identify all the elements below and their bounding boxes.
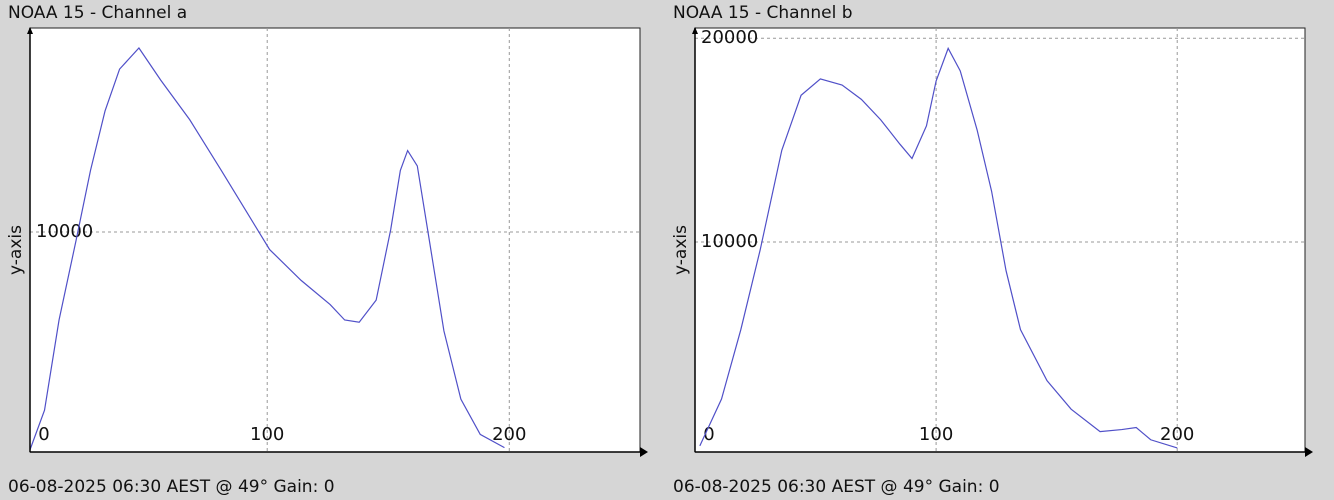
data-line	[699, 46, 1178, 449]
plot-area	[29, 27, 641, 453]
chart-title: NOAA 15 - Channel a	[8, 3, 187, 23]
footer-text: 06-08-2025 06:30 AEST @ 49° Gain: 0	[8, 477, 335, 497]
x-axis-arrow	[640, 447, 648, 457]
x-tick-label: 0	[38, 424, 49, 445]
y-tick-label: 10000	[701, 231, 758, 252]
footer-text: 06-08-2025 06:30 AEST @ 49° Gain: 0	[673, 477, 1000, 497]
y-axis-label: y-axis	[6, 225, 26, 275]
data-line	[30, 47, 505, 451]
x-axis-arrow	[1305, 447, 1313, 457]
x-tick-label: 100	[919, 424, 953, 445]
x-tick-label: 200	[1160, 424, 1194, 445]
y-axis-label: y-axis	[671, 225, 691, 275]
y-tick-label: 20000	[701, 27, 758, 48]
y-axis-arrow	[27, 27, 33, 34]
x-tick-label: 200	[492, 424, 526, 445]
chart-title: NOAA 15 - Channel b	[673, 3, 853, 23]
x-tick-label: 100	[250, 424, 284, 445]
y-axis-arrow	[692, 27, 698, 34]
y-tick-label: 10000	[36, 221, 93, 242]
x-tick-label: 0	[703, 424, 714, 445]
